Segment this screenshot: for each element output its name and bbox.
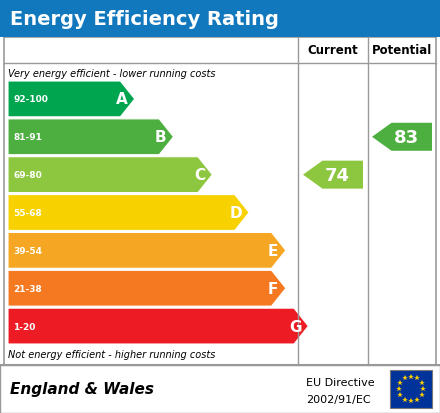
Text: B: B bbox=[155, 130, 166, 145]
Text: 74: 74 bbox=[325, 166, 350, 184]
Text: A: A bbox=[116, 92, 128, 107]
Text: 2002/91/EC: 2002/91/EC bbox=[306, 394, 370, 404]
Text: 69-80: 69-80 bbox=[13, 171, 42, 180]
Text: 55-68: 55-68 bbox=[13, 209, 42, 218]
Text: E: E bbox=[268, 243, 278, 258]
Text: G: G bbox=[289, 319, 302, 334]
Text: 81-91: 81-91 bbox=[13, 133, 42, 142]
Polygon shape bbox=[8, 271, 286, 306]
Text: F: F bbox=[268, 281, 278, 296]
Text: 83: 83 bbox=[394, 128, 419, 147]
Text: C: C bbox=[194, 168, 205, 183]
Text: 1-20: 1-20 bbox=[13, 322, 35, 331]
Text: Energy Efficiency Rating: Energy Efficiency Rating bbox=[10, 9, 279, 28]
Polygon shape bbox=[303, 161, 363, 189]
Polygon shape bbox=[8, 82, 135, 118]
Polygon shape bbox=[8, 233, 286, 268]
Text: Not energy efficient - higher running costs: Not energy efficient - higher running co… bbox=[8, 349, 215, 359]
Text: 21-38: 21-38 bbox=[13, 284, 42, 293]
Text: England & Wales: England & Wales bbox=[10, 382, 154, 396]
Text: EU Directive: EU Directive bbox=[306, 377, 374, 387]
Text: Current: Current bbox=[308, 44, 358, 57]
Text: Very energy efficient - lower running costs: Very energy efficient - lower running co… bbox=[8, 69, 216, 79]
Bar bbox=[0, 0, 440, 38]
Polygon shape bbox=[372, 123, 432, 152]
Text: D: D bbox=[230, 206, 242, 221]
Polygon shape bbox=[8, 120, 173, 155]
Text: Potential: Potential bbox=[372, 44, 432, 57]
Text: 92-100: 92-100 bbox=[13, 95, 48, 104]
Bar bbox=[0, 365, 440, 413]
Text: 39-54: 39-54 bbox=[13, 246, 42, 255]
Bar bbox=[4, 38, 436, 365]
Polygon shape bbox=[8, 309, 308, 344]
Bar bbox=[390, 370, 432, 408]
Polygon shape bbox=[8, 157, 213, 193]
Polygon shape bbox=[8, 195, 249, 231]
